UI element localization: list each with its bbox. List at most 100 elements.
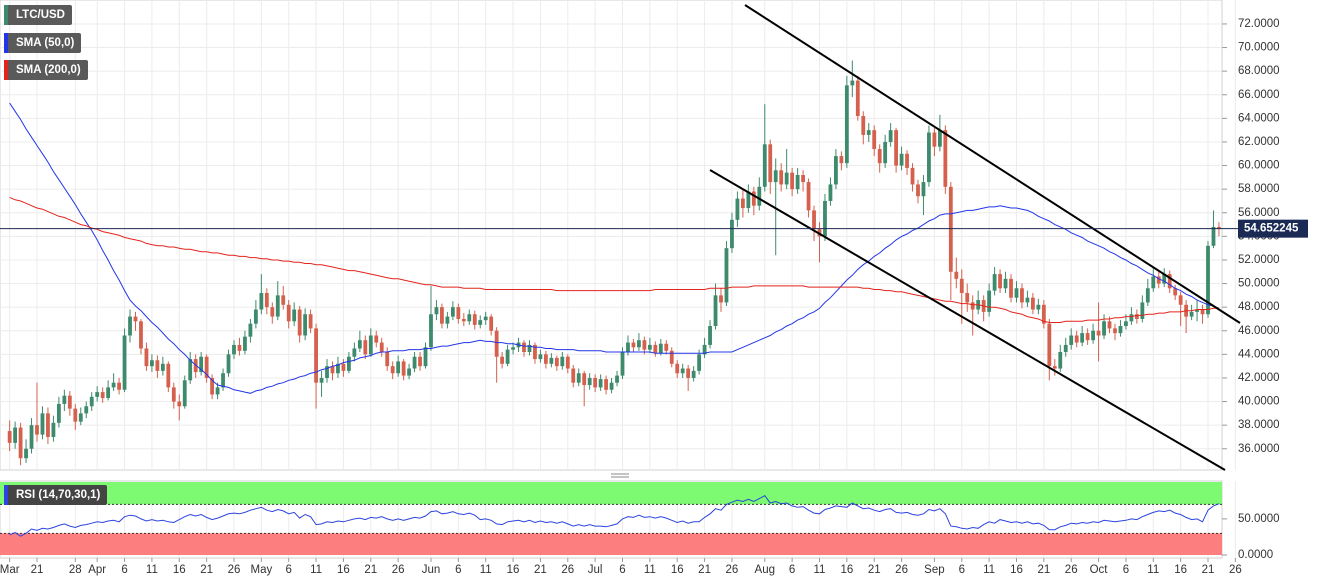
candle-body [1069, 335, 1074, 345]
legend-label: LTC/USD [16, 9, 65, 21]
candle-body [522, 342, 526, 352]
candle-body [1211, 226, 1216, 246]
candle-body [1091, 330, 1095, 341]
y-tick-label: 0.0000 [1238, 549, 1273, 561]
x-tick-label: 16 [507, 564, 520, 576]
candle-body [40, 413, 45, 435]
candle-body [894, 130, 899, 166]
candle-body [533, 344, 537, 360]
candle-body [1113, 328, 1117, 334]
x-tick-label: 21 [868, 564, 881, 576]
x-tick-label: 16 [337, 564, 350, 576]
rsi-label: RSI (14,70,30,1) [4, 485, 108, 505]
candle-body [620, 351, 625, 376]
candle-body [626, 342, 630, 352]
legend-item: LTC/USD [4, 5, 72, 25]
candle-body [456, 307, 461, 319]
candle-body [664, 343, 669, 351]
candle-body [1025, 297, 1030, 303]
candle-body [292, 309, 297, 322]
candle-body [352, 348, 357, 357]
candle-body [883, 141, 888, 164]
legend-label: SMA (200,0) [16, 64, 81, 76]
candle-body [1074, 335, 1079, 343]
candle-body [46, 413, 50, 437]
candle-body [708, 326, 712, 345]
candle-body [1080, 333, 1085, 343]
candle-body [1145, 288, 1150, 303]
candle-body [1118, 326, 1123, 334]
candle-body [325, 366, 329, 378]
candle-body [839, 156, 844, 164]
candle-body [385, 351, 390, 367]
candle-body [264, 292, 269, 308]
legend-label: RSI (14,70,30,1) [16, 489, 101, 501]
y-tick-label: 70.0000 [1238, 42, 1280, 54]
candle-body [1206, 245, 1210, 315]
candle-body [357, 340, 362, 349]
candle-body [330, 366, 335, 374]
candle-body [215, 387, 220, 395]
y-tick-label: 36.0000 [1238, 443, 1280, 455]
legend-item: SMA (50,0) [4, 33, 82, 53]
candle-body [823, 200, 827, 237]
x-tick-label: 26 [726, 564, 739, 576]
x-tick-label: 11 [814, 564, 826, 576]
candle-body [363, 340, 368, 355]
candle-body [150, 360, 154, 367]
x-tick-label: Mar [0, 564, 20, 576]
candle-body [795, 174, 800, 190]
candle-body [850, 80, 855, 86]
candle-body [511, 347, 515, 350]
candle-body [1014, 288, 1019, 298]
candle-body [872, 130, 877, 150]
candle-body [916, 184, 920, 197]
candle-body [117, 382, 121, 390]
candle-body [593, 377, 598, 388]
candle-body [675, 363, 680, 374]
x-tick-label: 16 [671, 564, 684, 576]
candle-body [171, 387, 176, 402]
candle-body [95, 392, 100, 397]
x-tick-label: 21 [200, 564, 213, 576]
x-tick-label: 16 [1010, 564, 1023, 576]
y-tick-label: 38.0000 [1238, 419, 1280, 431]
x-tick-label: 6 [455, 564, 461, 576]
candle-body [434, 307, 439, 315]
candle-body [970, 302, 975, 310]
candle-body [368, 335, 373, 355]
candle-body [1047, 323, 1052, 367]
candle-body [1058, 351, 1063, 369]
candle-body [735, 198, 740, 220]
candle-body [779, 170, 784, 185]
candle-body [407, 368, 411, 376]
candle-body [812, 210, 816, 230]
indicator-line [9, 495, 1220, 537]
candle-body [719, 295, 723, 303]
candle-body [155, 360, 160, 371]
x-tick-label: Jul [588, 564, 603, 576]
candle-body [631, 342, 636, 348]
candle-body [637, 340, 641, 348]
candle-body [297, 309, 302, 336]
candle-body [314, 328, 318, 383]
x-tick-label: 26 [1065, 564, 1078, 576]
candle-body [478, 320, 483, 325]
legend-item: SMA (200,0) [4, 60, 88, 80]
candle-body [609, 382, 614, 390]
candle-body [762, 144, 767, 187]
candle-body [543, 354, 548, 364]
x-tick-label: 11 [644, 564, 656, 576]
candle-body [724, 248, 729, 303]
indicator-line [9, 196, 1219, 323]
candle-body [653, 344, 658, 354]
x-tick-label: 6 [1123, 564, 1129, 576]
x-tick-label: 26 [1229, 564, 1242, 576]
candle-body [483, 316, 488, 321]
x-tick-label: 16 [173, 564, 186, 576]
candle-body [133, 316, 138, 322]
x-tick-label: Apr [88, 564, 106, 576]
y-tick-label: 60.0000 [1238, 160, 1280, 172]
candle-body [1156, 276, 1161, 284]
